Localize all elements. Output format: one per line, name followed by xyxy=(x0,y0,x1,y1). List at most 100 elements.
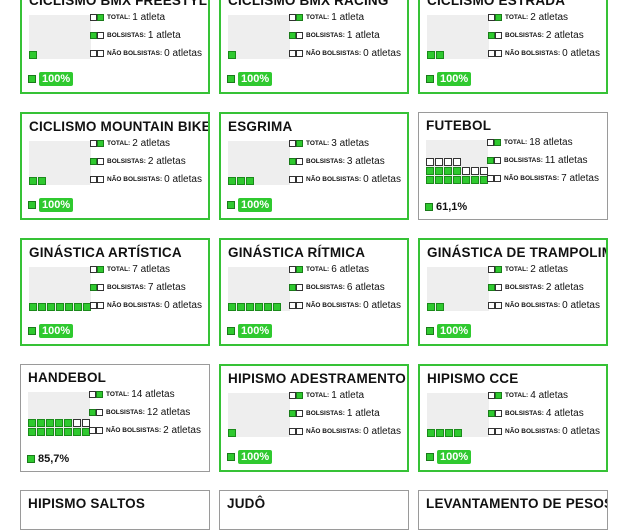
sport-title: Hipismo CCE xyxy=(427,371,519,386)
waffle-cell xyxy=(246,51,254,59)
stat-value: 0 atletas xyxy=(363,47,401,59)
stat-label: Não Bolsistas: xyxy=(306,301,362,309)
waffle-cell xyxy=(255,150,263,158)
percent: 100% xyxy=(28,324,74,338)
waffle-cell xyxy=(28,419,36,427)
stat-icon xyxy=(89,426,103,434)
waffle-cell xyxy=(454,42,462,50)
stat-label: Total: xyxy=(306,139,330,147)
stats-list: Total: 2 atletas Bolsistas: 2 atletas Não Bo… xyxy=(90,134,202,188)
stat-value: 14 atletas xyxy=(131,388,175,400)
waffle-cell xyxy=(255,393,263,401)
waffle-cell xyxy=(463,303,471,311)
waffle-cell xyxy=(38,51,46,59)
waffle-cell xyxy=(445,267,453,275)
waffle-cell xyxy=(74,150,82,158)
waffle-cell xyxy=(463,393,471,401)
percent: 100% xyxy=(426,450,472,464)
stat-icon xyxy=(289,175,303,183)
stats-list: Total: 6 atletas Bolsistas: 6 atletas Não Bo… xyxy=(289,260,401,314)
waffle-chart xyxy=(29,141,91,185)
waffle-cell xyxy=(264,168,272,176)
waffle-cell xyxy=(436,402,444,410)
stat-row-total: Total: 4 atletas xyxy=(488,386,600,404)
waffle-cell xyxy=(282,177,290,185)
waffle-cell xyxy=(444,167,452,175)
waffle-cell xyxy=(264,267,272,275)
waffle-cell xyxy=(454,411,462,419)
waffle-cell xyxy=(480,149,488,157)
stat-row-nao_bolsistas: Não Bolsistas: 0 atletas xyxy=(90,296,202,314)
stat-label: Bolsistas: xyxy=(306,409,345,417)
waffle-cell xyxy=(47,51,55,59)
stats-list: Total: 2 atletas Bolsistas: 2 atletas Não Bo… xyxy=(488,260,600,314)
square-icon xyxy=(495,49,502,57)
stat-value: 0 atletas xyxy=(164,47,202,59)
waffle-cell xyxy=(273,285,281,293)
percent-square-icon xyxy=(227,75,235,83)
stat-label: Total: xyxy=(306,265,330,273)
waffle-cell xyxy=(255,33,263,41)
stat-row-nao_bolsistas: Não Bolsistas: 0 atletas xyxy=(488,44,600,62)
waffle-cell xyxy=(427,294,435,302)
percent-square-icon xyxy=(425,203,433,211)
waffle-cell xyxy=(28,401,36,409)
waffle-cell xyxy=(445,51,453,59)
stat-row-bolsistas: Bolsistas: 11 atletas xyxy=(487,151,599,169)
waffle-cell xyxy=(480,167,488,175)
waffle-cell xyxy=(65,285,73,293)
stat-row-total: Total: 6 atletas xyxy=(289,260,401,278)
waffle-cell xyxy=(37,392,45,400)
waffle-cell xyxy=(427,24,435,32)
waffle-cell xyxy=(55,392,63,400)
waffle-cell xyxy=(481,294,489,302)
waffle-cell xyxy=(463,429,471,437)
percent-square-icon xyxy=(426,327,434,335)
waffle-cell xyxy=(463,294,471,302)
waffle-cell xyxy=(29,150,37,158)
waffle-cell xyxy=(472,267,480,275)
waffle-cell xyxy=(436,429,444,437)
stat-icon xyxy=(89,408,103,416)
waffle-cell xyxy=(436,420,444,428)
stat-icon xyxy=(289,283,303,291)
waffle-cell xyxy=(64,401,72,409)
waffle-cell xyxy=(83,141,91,149)
stat-row-nao_bolsistas: Não Bolsistas: 0 atletas xyxy=(90,170,202,188)
waffle-cell xyxy=(65,33,73,41)
stat-label: Não Bolsistas: xyxy=(505,301,561,309)
sport-card: Esgrima Total: 3 atletas Bolsistas: 3 atleta… xyxy=(219,112,409,220)
waffle-cell xyxy=(246,276,254,284)
waffle-cell xyxy=(282,294,290,302)
waffle-cell xyxy=(453,167,461,175)
square-icon xyxy=(488,13,495,21)
waffle-chart xyxy=(427,15,489,59)
square-icon xyxy=(289,31,296,39)
waffle-cell xyxy=(74,285,82,293)
waffle-cell xyxy=(47,42,55,50)
waffle-cell xyxy=(46,419,54,427)
percent-square-icon xyxy=(227,327,235,335)
waffle-chart xyxy=(228,267,290,311)
square-icon xyxy=(90,157,97,165)
square-icon xyxy=(296,157,303,165)
stat-row-nao_bolsistas: Não Bolsistas: 0 atletas xyxy=(289,44,401,62)
stat-label: Bolsistas: xyxy=(107,31,146,39)
waffle-cell xyxy=(273,51,281,59)
square-icon xyxy=(488,49,495,57)
waffle-cell xyxy=(82,392,90,400)
waffle-cell xyxy=(82,401,90,409)
sport-card: Judô xyxy=(219,490,409,530)
waffle-cell xyxy=(82,428,90,436)
waffle-cell xyxy=(38,24,46,32)
waffle-cell xyxy=(454,267,462,275)
square-icon xyxy=(289,157,296,165)
square-icon xyxy=(289,391,296,399)
waffle-chart xyxy=(228,141,290,185)
waffle-chart xyxy=(427,393,489,437)
waffle-cell xyxy=(246,177,254,185)
square-icon xyxy=(488,31,495,39)
waffle-cell xyxy=(463,24,471,32)
waffle-cell xyxy=(255,303,263,311)
waffle-cell xyxy=(65,276,73,284)
